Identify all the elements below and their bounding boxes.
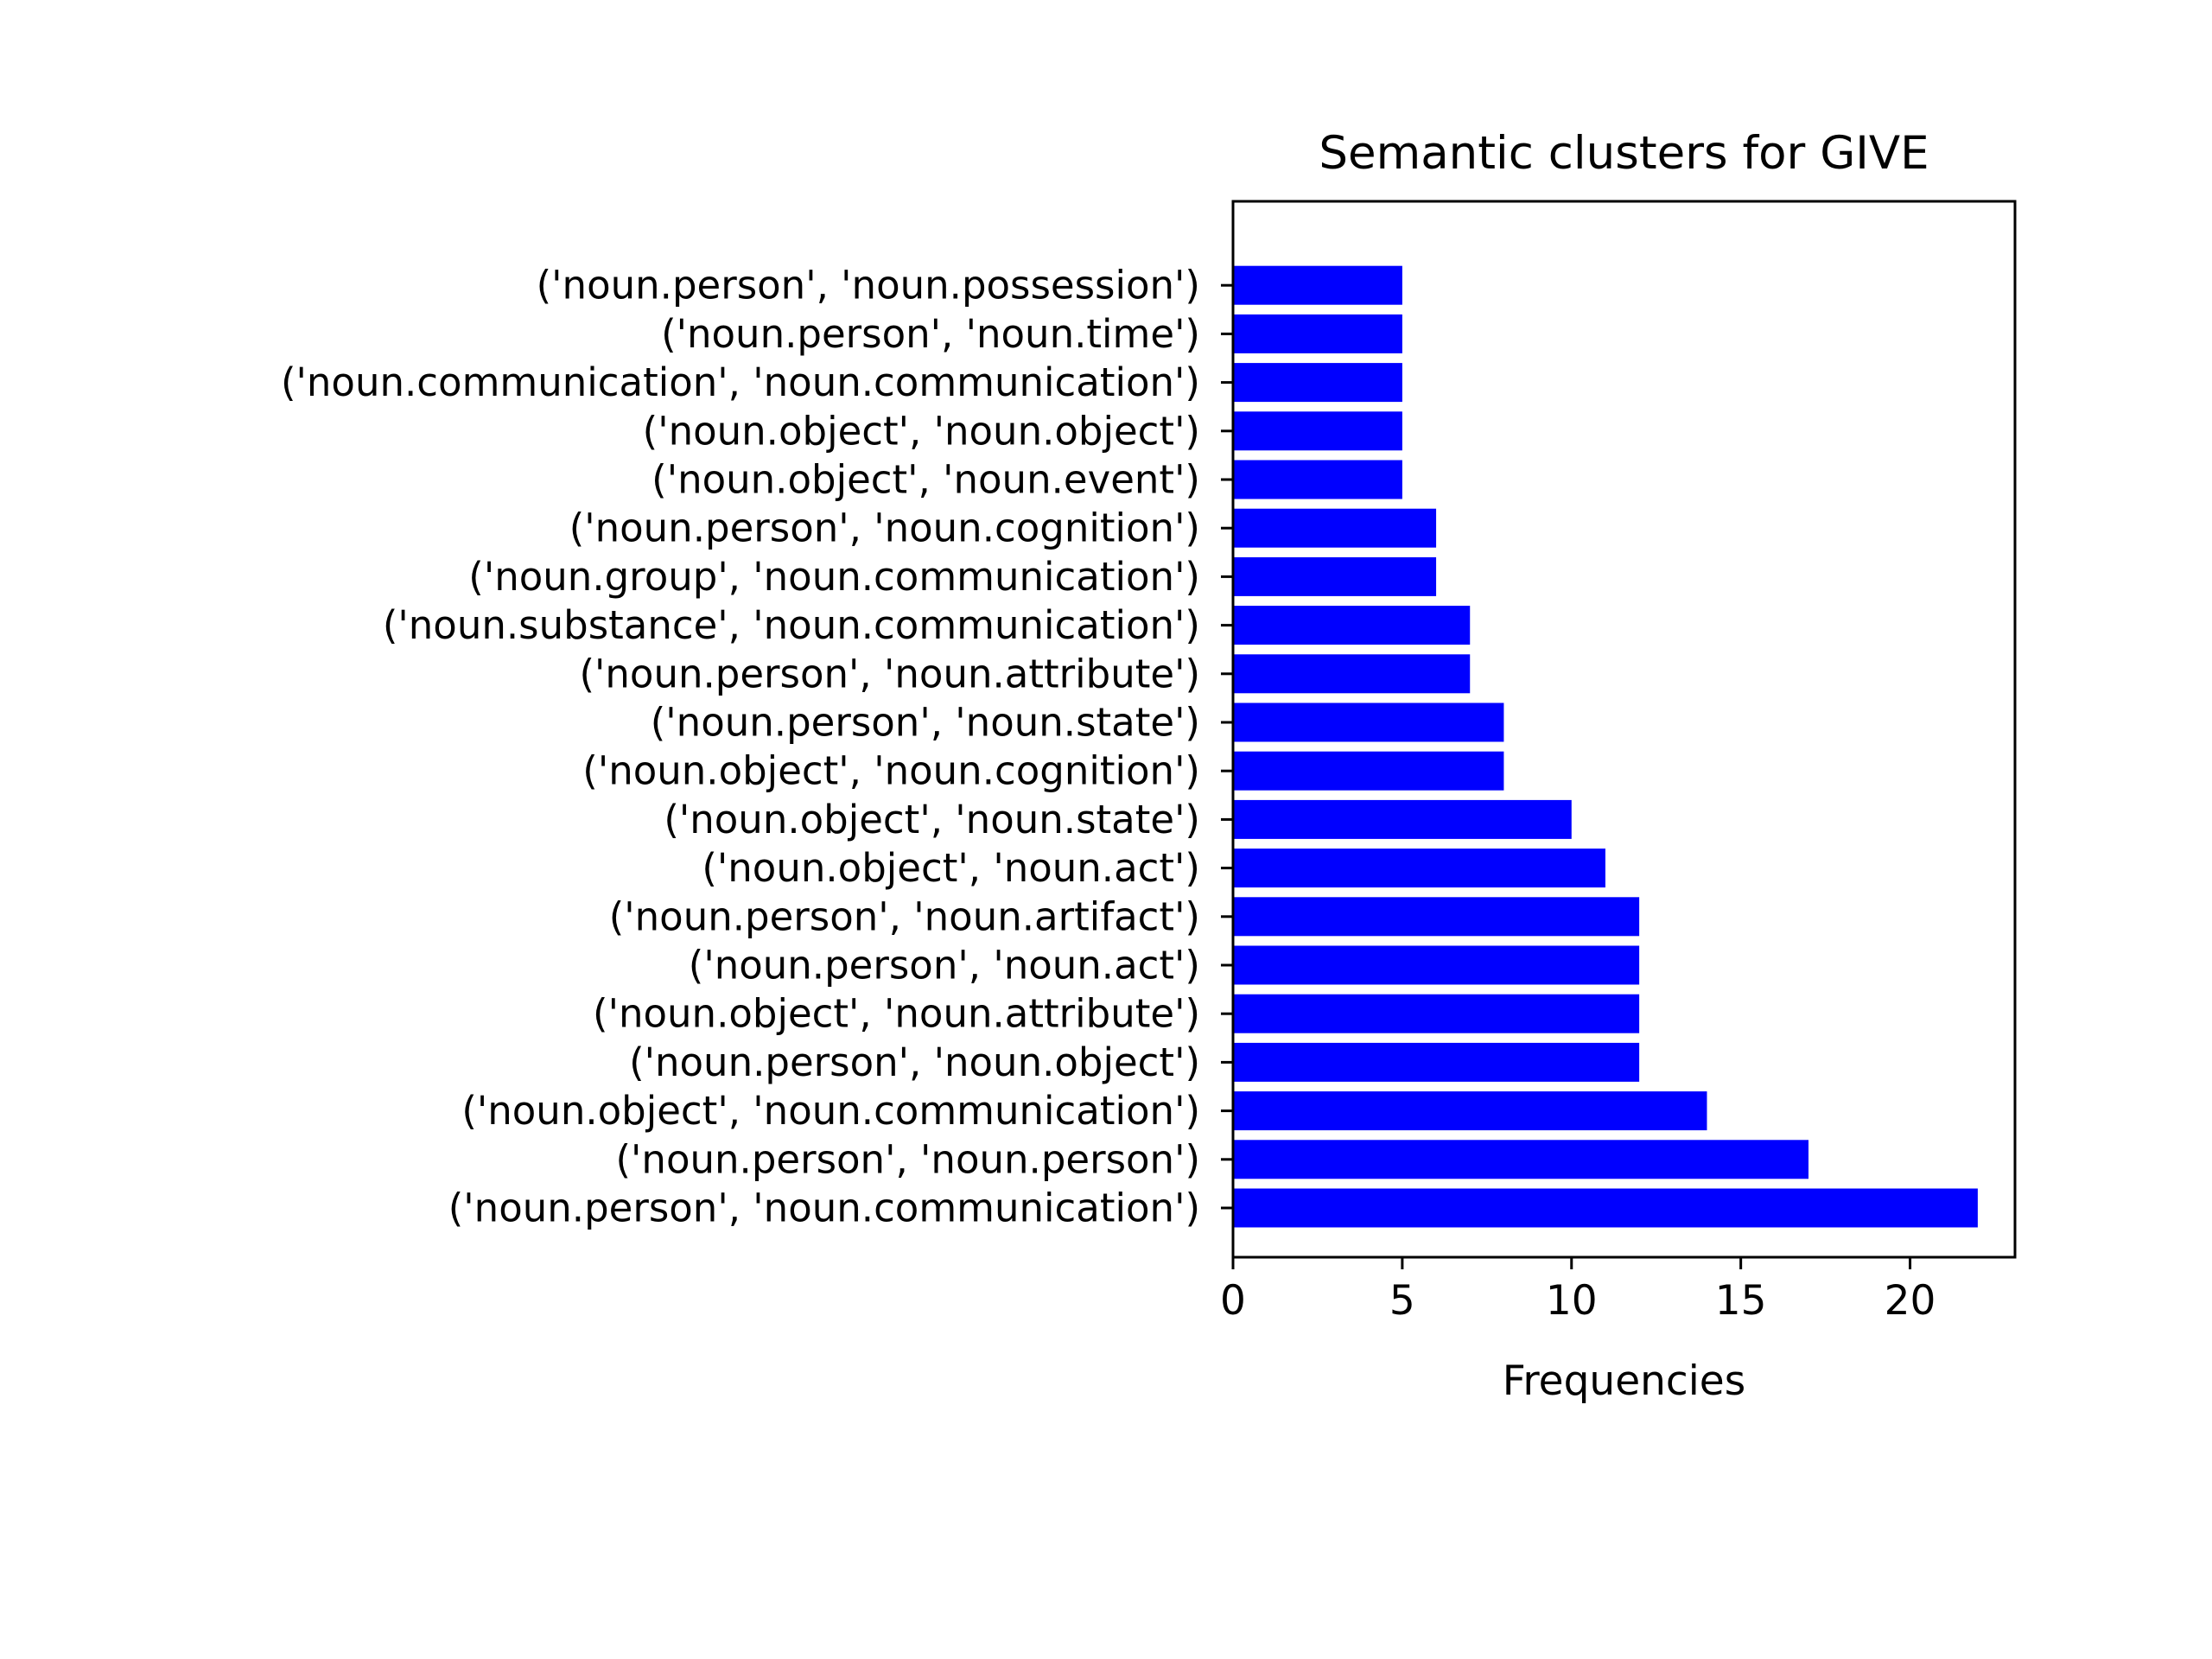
y-tick-label: ('noun.substance', 'noun.communication') — [383, 602, 1200, 648]
x-axis-label: Frequencies — [1503, 1357, 1745, 1405]
bar-13 — [1233, 556, 1437, 596]
x-tick-label: 0 — [1220, 1277, 1246, 1325]
bar-5 — [1233, 945, 1640, 985]
y-tick-label: ('noun.person', 'noun.time') — [661, 311, 1200, 357]
bar-2 — [1233, 1091, 1707, 1131]
bar-4 — [1233, 994, 1640, 1033]
bar-15 — [1233, 460, 1402, 499]
bar-18 — [1233, 314, 1402, 353]
y-tick-label: ('noun.person', 'noun.communication') — [448, 1185, 1200, 1231]
y-tick-label: ('noun.person', 'noun.attribute') — [579, 651, 1200, 696]
y-tick-label: ('noun.person', 'noun.object') — [629, 1039, 1200, 1085]
bar-12 — [1233, 606, 1471, 645]
y-tick-label: ('noun.object', 'noun.attribute') — [593, 991, 1200, 1037]
y-tick-label: ('noun.group', 'noun.communication') — [468, 554, 1200, 600]
x-axis-ticks: 0 5 10 15 20 — [1220, 1257, 1936, 1325]
y-tick-label: ('noun.person', 'noun.person') — [616, 1136, 1201, 1182]
bar-11 — [1233, 654, 1471, 694]
y-tick-label: ('noun.communication', 'noun.communicati… — [281, 359, 1200, 405]
bar-6 — [1233, 897, 1640, 937]
y-tick-label: ('noun.person', 'noun.artifact') — [609, 893, 1200, 939]
x-tick-label: 15 — [1715, 1277, 1767, 1325]
bar-9 — [1233, 751, 1504, 791]
y-tick-label: ('noun.person', 'noun.possession') — [537, 263, 1200, 308]
bar-8 — [1233, 799, 1572, 839]
bar-3 — [1233, 1042, 1640, 1082]
bar-0 — [1233, 1188, 1978, 1228]
y-tick-label: ('noun.object', 'noun.event') — [652, 457, 1200, 503]
y-tick-label: ('noun.object', 'noun.communication') — [461, 1088, 1200, 1134]
plot-frame — [1231, 200, 2017, 1259]
y-tick-label: ('noun.object', 'noun.object') — [643, 408, 1200, 454]
bar-1 — [1233, 1140, 1809, 1179]
bar-17 — [1233, 363, 1402, 403]
bar-14 — [1233, 508, 1437, 548]
x-tick-label: 5 — [1389, 1277, 1415, 1325]
bars-group — [1233, 265, 1978, 1228]
y-tick-label: ('noun.person', 'noun.state') — [651, 700, 1200, 746]
bar-10 — [1233, 702, 1504, 742]
bar-16 — [1233, 411, 1402, 451]
x-tick-label: 10 — [1546, 1277, 1598, 1325]
y-tick-label: ('noun.person', 'noun.cognition') — [569, 505, 1200, 551]
chart-title: Semantic clusters for GIVE — [1319, 127, 1929, 180]
y-tick-label: ('noun.object', 'noun.state') — [664, 797, 1200, 842]
bar-7 — [1233, 849, 1605, 888]
x-tick-label: 20 — [1885, 1277, 1936, 1325]
y-tick-label: ('noun.object', 'noun.cognition') — [582, 748, 1200, 794]
y-tick-label: ('noun.person', 'noun.act') — [689, 943, 1200, 988]
y-tick-label: ('noun.object', 'noun.act') — [702, 845, 1200, 891]
y-axis-ticks: ('noun.person', 'noun.communication')('n… — [281, 263, 1233, 1231]
bar-19 — [1233, 265, 1402, 305]
